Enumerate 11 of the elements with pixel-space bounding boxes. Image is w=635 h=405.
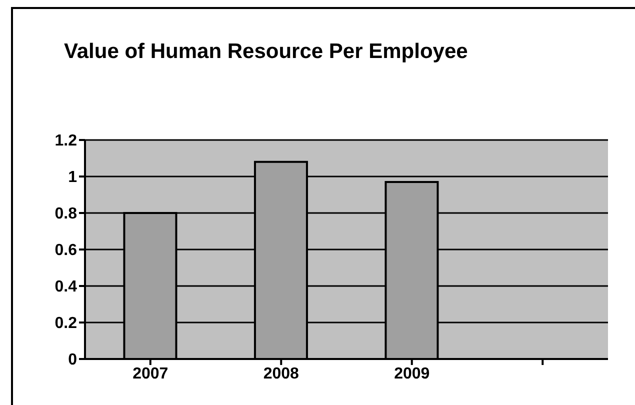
x-tick-label: 2007 — [132, 365, 168, 382]
y-tick-label: 0.8 — [54, 206, 78, 223]
y-tick-label: 0 — [68, 352, 78, 369]
y-tick-label: 0.4 — [54, 278, 78, 296]
y-tick-label: 0.2 — [54, 315, 78, 332]
y-tick-label: 0.6 — [54, 242, 78, 260]
x-tick-label: 2008 — [263, 365, 300, 382]
chart-title: Value of Human Resource Per Employee — [64, 40, 468, 64]
x-tick-label: 2009 — [394, 365, 430, 382]
y-tick-label: 1 — [68, 169, 78, 186]
y-tick-label: 1.2 — [54, 132, 78, 150]
